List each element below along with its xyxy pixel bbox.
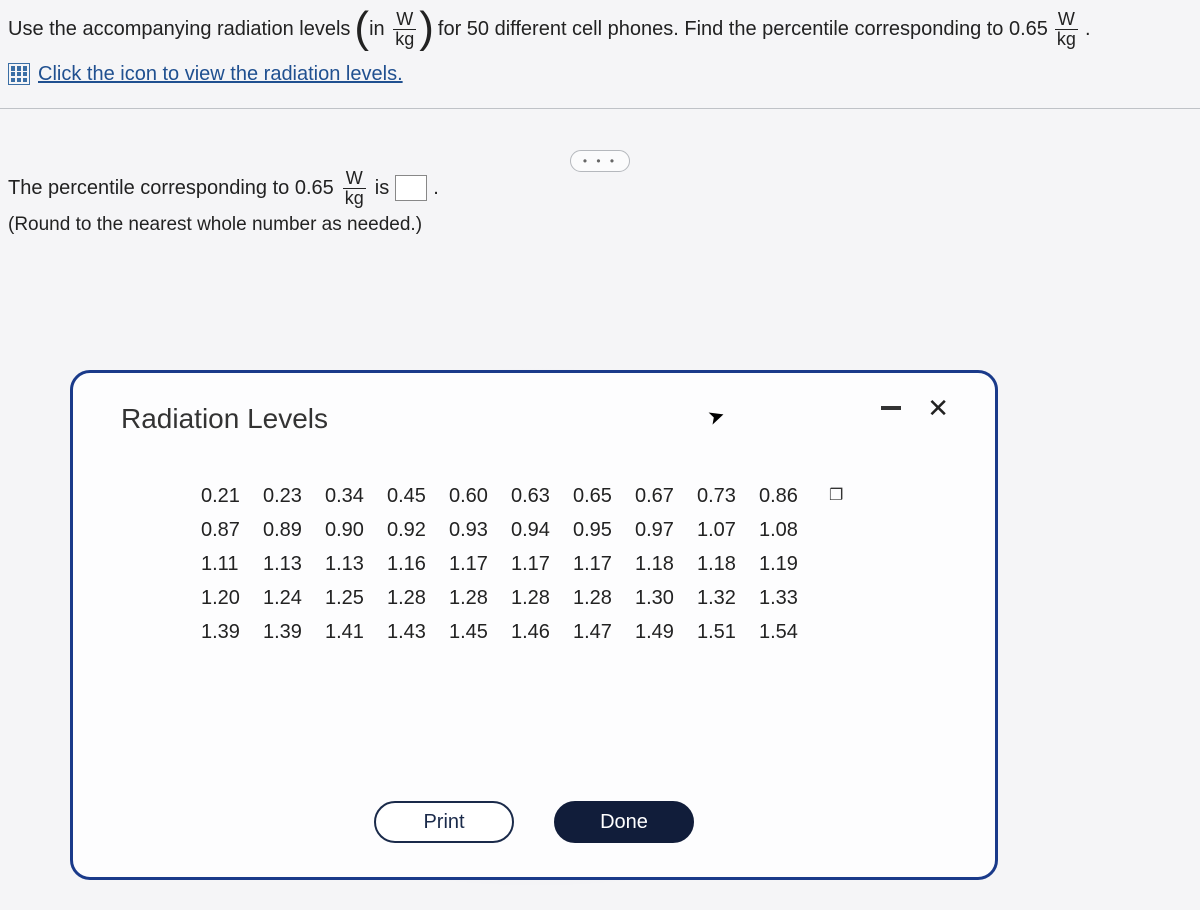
answer-fraction: W kg (342, 169, 367, 208)
table-cell: 0.23 (263, 479, 325, 513)
answer-frac-den: kg (342, 189, 367, 208)
table-cell: 1.51 (697, 615, 759, 649)
radiation-levels-modal: ✕ Radiation Levels 0.210.230.340.450.600… (70, 370, 998, 880)
answer-input[interactable] (395, 175, 427, 201)
table-cell: 0.45 (387, 479, 449, 513)
table-row: 1.391.391.411.431.451.461.471.491.511.54 (201, 615, 955, 649)
done-button[interactable]: Done (554, 801, 694, 843)
table-cell: 0.65 (573, 479, 635, 513)
data-table: 0.210.230.340.450.600.630.650.670.730.86… (201, 479, 955, 649)
frac-num-2: W (1055, 10, 1078, 30)
rounding-hint: (Round to the nearest whole number as ne… (8, 214, 1192, 236)
paren-in: in (369, 14, 385, 44)
table-cell: 0.95 (573, 513, 635, 547)
table-cell: 1.17 (511, 547, 573, 581)
table-cell: 1.13 (325, 547, 387, 581)
table-cell: 1.39 (201, 615, 263, 649)
table-cell: 1.28 (449, 581, 511, 615)
answer-prefix: The percentile corresponding to 0.65 (8, 177, 334, 200)
table-cell: 1.43 (387, 615, 449, 649)
frac-den-2: kg (1054, 30, 1079, 49)
table-cell: 1.32 (697, 581, 759, 615)
print-button[interactable]: Print (374, 801, 514, 843)
frac-den: kg (392, 30, 417, 49)
table-cell: 1.20 (201, 581, 263, 615)
table-cell: 1.54 (759, 615, 821, 649)
table-cell: 1.28 (573, 581, 635, 615)
question-text: Use the accompanying radiation levels ( … (8, 10, 1192, 49)
data-table-icon[interactable] (8, 63, 30, 85)
fraction-w-kg: W kg (392, 10, 417, 49)
table-cell: 1.13 (263, 547, 325, 581)
collapse-toggle[interactable]: • • • (570, 150, 630, 172)
table-cell: 0.97 (635, 513, 697, 547)
table-cell: 1.49 (635, 615, 697, 649)
table-cell: 1.18 (697, 547, 759, 581)
table-cell: 1.25 (325, 581, 387, 615)
frac-num: W (393, 10, 416, 30)
table-cell: 1.33 (759, 581, 821, 615)
table-cell: 1.07 (697, 513, 759, 547)
table-cell: 1.17 (573, 547, 635, 581)
answer-is: is (375, 177, 389, 200)
table-cell: 0.93 (449, 513, 511, 547)
table-cell: 1.17 (449, 547, 511, 581)
table-cell: 0.87 (201, 513, 263, 547)
table-cell: 1.11 (201, 547, 263, 581)
table-cell: 1.46 (511, 615, 573, 649)
close-icon[interactable]: ✕ (927, 395, 949, 421)
table-cell: 1.39 (263, 615, 325, 649)
fraction-w-kg-2: W kg (1054, 10, 1079, 49)
table-cell: 1.45 (449, 615, 511, 649)
table-cell: 1.16 (387, 547, 449, 581)
question-mid: for 50 different cell phones. Find the p… (438, 14, 1048, 44)
modal-title: Radiation Levels (121, 403, 955, 435)
table-cell: 0.94 (511, 513, 573, 547)
table-row: 0.210.230.340.450.600.630.650.670.730.86… (201, 479, 955, 513)
table-row: 0.870.890.900.920.930.940.950.971.071.08 (201, 513, 955, 547)
view-data-link[interactable]: Click the icon to view the radiation lev… (38, 63, 403, 86)
minimize-icon[interactable] (881, 406, 901, 410)
table-cell: 0.89 (263, 513, 325, 547)
table-cell: 0.92 (387, 513, 449, 547)
table-row: 1.111.131.131.161.171.171.171.181.181.19 (201, 547, 955, 581)
table-cell: 0.34 (325, 479, 387, 513)
table-cell: 0.21 (201, 479, 263, 513)
question-prefix: Use the accompanying radiation levels (8, 14, 350, 44)
answer-period: . (433, 177, 439, 200)
table-cell: 0.86 (759, 479, 821, 513)
unit-paren-1: ( in W kg ) (354, 10, 433, 49)
table-cell: 1.28 (387, 581, 449, 615)
table-cell: 1.28 (511, 581, 573, 615)
table-cell: 0.67 (635, 479, 697, 513)
table-cell: 1.30 (635, 581, 697, 615)
table-cell: 1.18 (635, 547, 697, 581)
table-cell: 1.47 (573, 615, 635, 649)
table-cell: 1.24 (263, 581, 325, 615)
copy-icon[interactable]: ❐ (829, 482, 843, 509)
table-cell: 0.73 (697, 479, 759, 513)
answer-line: The percentile corresponding to 0.65 W k… (8, 169, 1192, 208)
table-cell: 0.90 (325, 513, 387, 547)
table-row: 1.201.241.251.281.281.281.281.301.321.33 (201, 581, 955, 615)
table-cell: 1.19 (759, 547, 821, 581)
table-cell: 1.08 (759, 513, 821, 547)
question-period: . (1085, 14, 1091, 44)
table-cell: 0.60 (449, 479, 511, 513)
table-cell: 0.63 (511, 479, 573, 513)
table-cell: 1.41 (325, 615, 387, 649)
answer-frac-num: W (343, 169, 366, 189)
